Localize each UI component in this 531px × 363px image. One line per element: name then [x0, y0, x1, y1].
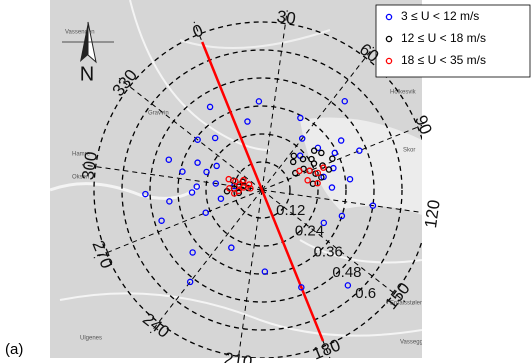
map-label: Holkesvik [390, 90, 417, 96]
theta-tick-label: 30 [276, 7, 297, 28]
map-label: Gravvin [148, 111, 169, 117]
legend-label: 12 ≤ U < 18 m/s [401, 31, 486, 45]
r-tick-label: 0.6 [355, 285, 376, 302]
map-label: Vassegga [400, 340, 427, 346]
legend: 3 ≤ U < 12 m/s 12 ≤ U < 18 m/s 18 ≤ U < 35… [376, 5, 530, 77]
r-tick-label: 0.48 [332, 264, 361, 281]
map-label: Ulgenes [80, 336, 102, 342]
map-label: Skor [403, 148, 415, 154]
panel-label: (a) [5, 341, 23, 358]
legend-label: 18 ≤ U < 35 m/s [401, 53, 486, 67]
r-tick-label: 0.24 [295, 223, 324, 240]
r-tick-label: 0.36 [314, 243, 343, 260]
r-tick-label: 0.12 [276, 202, 305, 219]
theta-tick-label: 300 [78, 150, 101, 181]
legend-label: 3 ≤ U < 12 m/s [401, 9, 479, 23]
north-label: N [80, 63, 94, 85]
chart: GravvinHamreOksenUlgenesHolkesvikVassegg… [0, 0, 531, 363]
theta-tick-label: 120 [421, 199, 444, 230]
